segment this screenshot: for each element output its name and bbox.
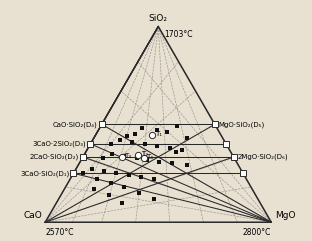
Text: T₄: T₄ [146,154,153,160]
Text: T₂: T₂ [141,151,148,157]
Text: 2800°C: 2800°C [243,228,271,237]
Text: MgO: MgO [275,211,295,221]
Text: 2MgO·SiO₂(D₆): 2MgO·SiO₂(D₆) [238,154,288,160]
Text: CaO: CaO [23,211,42,221]
Text: 3CaO·2SiO₂(D₃): 3CaO·2SiO₂(D₃) [33,141,86,147]
Text: SiO₂: SiO₂ [149,14,168,23]
Text: 3CaO·SiO₂(D₁): 3CaO·SiO₂(D₁) [20,170,70,176]
Text: 2570°C: 2570°C [45,228,74,237]
Text: 2CaO·SiO₂(D₂): 2CaO·SiO₂(D₂) [30,154,79,160]
Text: 1703°C: 1703°C [164,30,193,39]
Text: MgO·SiO₂(D₅): MgO·SiO₂(D₅) [219,121,265,127]
Text: CaO·SiO₂(D₄): CaO·SiO₂(D₄) [53,121,98,127]
Text: T₁: T₁ [155,131,162,137]
Text: T₃: T₃ [124,153,131,159]
